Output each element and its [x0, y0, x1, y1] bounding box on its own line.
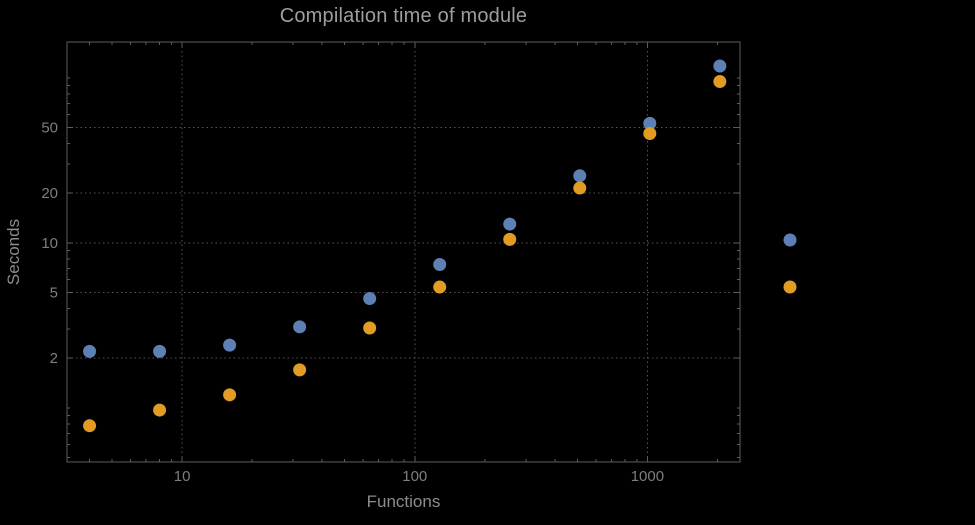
y-tick-label: 50 [41, 120, 58, 137]
x-axis-label: Functions [366, 492, 441, 511]
y-tick-label: 2 [50, 350, 58, 367]
x-tick-label: 100 [402, 468, 427, 485]
y-tick-label: 20 [41, 185, 58, 202]
data-point-orange [503, 232, 517, 246]
data-point-orange [713, 75, 727, 89]
data-point-blue [363, 292, 377, 306]
data-point-orange [293, 363, 307, 377]
data-point-blue [643, 116, 657, 130]
data-point-orange [363, 321, 377, 335]
y-axis-label: Seconds [4, 218, 23, 286]
legend-marker [783, 233, 797, 247]
plot-frame [66, 41, 741, 463]
data-point-orange [153, 403, 167, 417]
data-point-orange [573, 181, 587, 195]
data-point-blue [223, 338, 237, 352]
y-tick-label: 5 [50, 285, 58, 302]
data-point-orange [223, 388, 237, 402]
data-point-blue [433, 257, 447, 271]
data-point-orange [83, 419, 97, 433]
data-point-blue [293, 320, 307, 334]
data-point-blue [153, 344, 167, 358]
y-tick-label: 10 [41, 235, 58, 252]
data-point-blue [573, 169, 587, 183]
data-point-blue [83, 344, 97, 358]
data-point-blue [503, 217, 517, 231]
x-tick-label: 1000 [631, 468, 664, 485]
data-point-blue [713, 59, 727, 73]
data-point-orange [643, 127, 657, 141]
data-point-orange [433, 280, 447, 294]
chart-title: Compilation time of module [279, 5, 528, 27]
legend-marker [783, 280, 797, 294]
x-tick-label: 10 [174, 468, 191, 485]
